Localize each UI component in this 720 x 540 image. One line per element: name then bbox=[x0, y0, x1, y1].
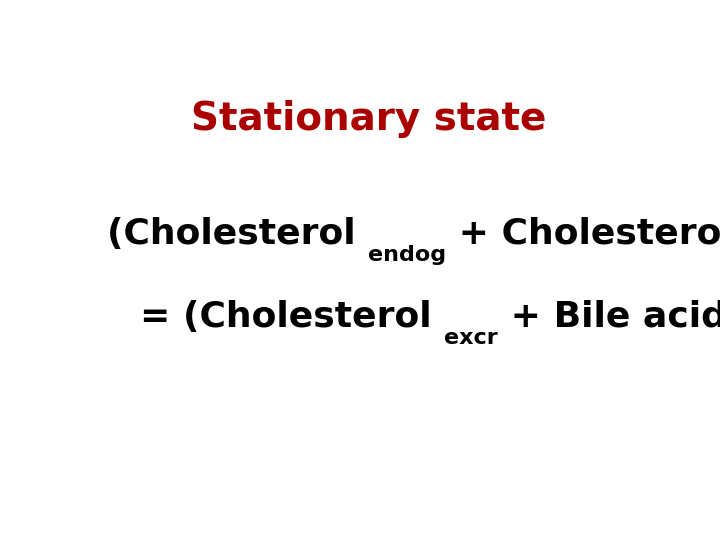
Text: + Bile acids: + Bile acids bbox=[498, 300, 720, 334]
Text: excr: excr bbox=[444, 328, 498, 348]
Text: endog: endog bbox=[368, 245, 446, 265]
Text: Stationary state: Stationary state bbox=[192, 100, 546, 138]
Text: + Cholesterol: + Cholesterol bbox=[446, 217, 720, 251]
Text: (Cholesterol: (Cholesterol bbox=[107, 217, 368, 251]
Text: = (Cholesterol: = (Cholesterol bbox=[140, 300, 444, 334]
